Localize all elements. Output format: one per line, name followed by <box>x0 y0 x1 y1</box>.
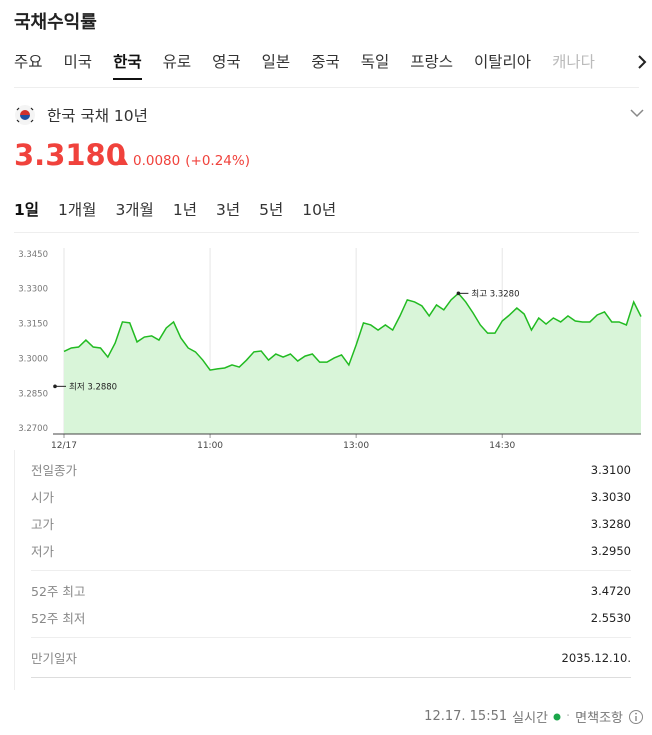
x-tick-label: 14:30 <box>489 441 515 451</box>
stat-value: 3.3030 <box>590 489 631 504</box>
stats-group: 만기일자 2035.12.10. <box>31 638 631 678</box>
country-tab[interactable]: 일본 <box>261 53 291 71</box>
stats-table: 전일종가 3.3100 시가 3.3030 고가 3.3280 저가 3.2950 52주 최고… <box>14 450 645 690</box>
stat-value: 3.3280 <box>590 516 631 531</box>
expand-chevron[interactable] <box>630 108 644 118</box>
x-tick-label: 11:00 <box>197 441 223 451</box>
country-tab[interactable]: 한국 <box>113 50 142 80</box>
period-tab[interactable]: 3년 <box>215 201 241 219</box>
price: 3.3180 <box>14 138 126 172</box>
stat-label: 만기일자 <box>31 651 78 666</box>
disclaimer-link[interactable]: 면책조항 <box>575 711 623 726</box>
x-tick-label: 12/17 <box>51 441 77 451</box>
country-tab[interactable]: 중국 <box>311 53 340 71</box>
stat-label: 52주 최저 <box>31 611 86 626</box>
tab-scroll-arrow[interactable] <box>636 54 648 70</box>
high-annotation: 최고 3.3280 <box>471 288 519 299</box>
country-tab[interactable]: 영국 <box>212 53 241 71</box>
realtime-label: 실시간 <box>512 711 549 726</box>
line <box>63 292 642 371</box>
stat-label: 전일종가 <box>31 463 78 478</box>
info-icon[interactable] <box>628 709 644 725</box>
country-tabs: 주요 미국 한국 유로 영국 일본 중국 독일 프랑스 이탈리아 캐나다 <box>14 50 624 80</box>
stat-label: 고가 <box>31 517 55 532</box>
up-triangle <box>119 157 128 165</box>
price-change: 0.0080 (+0.24%) <box>119 153 250 169</box>
period-tab[interactable]: 1년 <box>172 201 197 219</box>
y-tick-label: 3.3000 <box>18 354 48 364</box>
stats-group: 52주 최고 3.4720 52주 최저 2.5530 <box>31 571 631 638</box>
stat-value: 3.2950 <box>590 543 631 558</box>
stats-row: 시가 3.3030 <box>31 483 631 510</box>
divider <box>14 87 639 88</box>
divider <box>14 232 639 233</box>
y-tick-label: 3.2700 <box>18 424 48 434</box>
stats-group: 전일종가 3.3100 시가 3.3030 고가 3.3280 저가 3.2950 <box>31 450 631 571</box>
low-annotation: 최저 3.2880 <box>69 381 117 392</box>
period-tab[interactable]: 1개월 <box>58 201 97 219</box>
live-dot <box>553 713 561 720</box>
period-tab[interactable]: 3개월 <box>115 201 154 219</box>
change-percent: (+0.24%) <box>185 153 250 169</box>
period-tab[interactable]: 1일 <box>14 201 40 219</box>
y-tick-label: 3.3300 <box>18 285 48 295</box>
korea-flag <box>15 105 35 125</box>
stats-row: 만기일자 2035.12.10. <box>31 644 631 671</box>
stat-value: 2.5530 <box>590 610 631 625</box>
country-tab[interactable]: 프랑스 <box>410 53 454 71</box>
stats-row: 전일종가 3.3100 <box>31 456 631 483</box>
change-value: 0.0080 <box>133 153 181 169</box>
stats-row: 52주 최저 2.5530 <box>31 604 631 631</box>
country-tab[interactable]: 미국 <box>63 53 93 71</box>
stat-value: 3.4720 <box>590 583 631 598</box>
stats-row: 고가 3.3280 <box>31 510 631 537</box>
separator-dot: · <box>566 709 571 724</box>
stat-value: 2035.12.10. <box>561 650 632 665</box>
y-tick-label: 3.3450 <box>18 250 48 260</box>
bond-name: 한국 국채 10년 <box>47 107 148 125</box>
area <box>64 293 641 434</box>
y-tick-label: 3.3150 <box>18 320 48 330</box>
stat-label: 저가 <box>31 544 55 559</box>
country-tab[interactable]: 주요 <box>14 53 43 71</box>
stat-value: 3.3100 <box>590 462 631 477</box>
stat-label: 52주 최고 <box>31 584 86 599</box>
stats-row: 저가 3.2950 <box>31 537 631 564</box>
stats-row: 52주 최고 3.4720 <box>31 577 631 604</box>
period-tab[interactable]: 10년 <box>302 201 337 219</box>
page-title: 국채수익률 <box>14 12 97 33</box>
country-tab[interactable]: 캐나다 <box>552 53 595 71</box>
footer: 12.17. 15:51 실시간 · 면책조항 <box>424 707 644 726</box>
country-tab[interactable]: 유로 <box>162 53 192 71</box>
stat-label: 시가 <box>31 490 55 505</box>
chart: 12/17 11:00 13:00 14:30 3.3450 3.3300 3.3150 3.… <box>18 248 642 451</box>
y-tick-label: 3.2850 <box>18 389 48 399</box>
period-tabs: 1일 1개월 3개월 1년 3년 5년 10년 <box>14 198 336 220</box>
x-tick-label: 13:00 <box>343 441 369 451</box>
country-tab[interactable]: 이탈리아 <box>474 53 532 71</box>
update-time: 12.17. 15:51 <box>424 709 508 724</box>
period-tab[interactable]: 5년 <box>259 201 284 219</box>
country-tab[interactable]: 독일 <box>360 53 390 71</box>
